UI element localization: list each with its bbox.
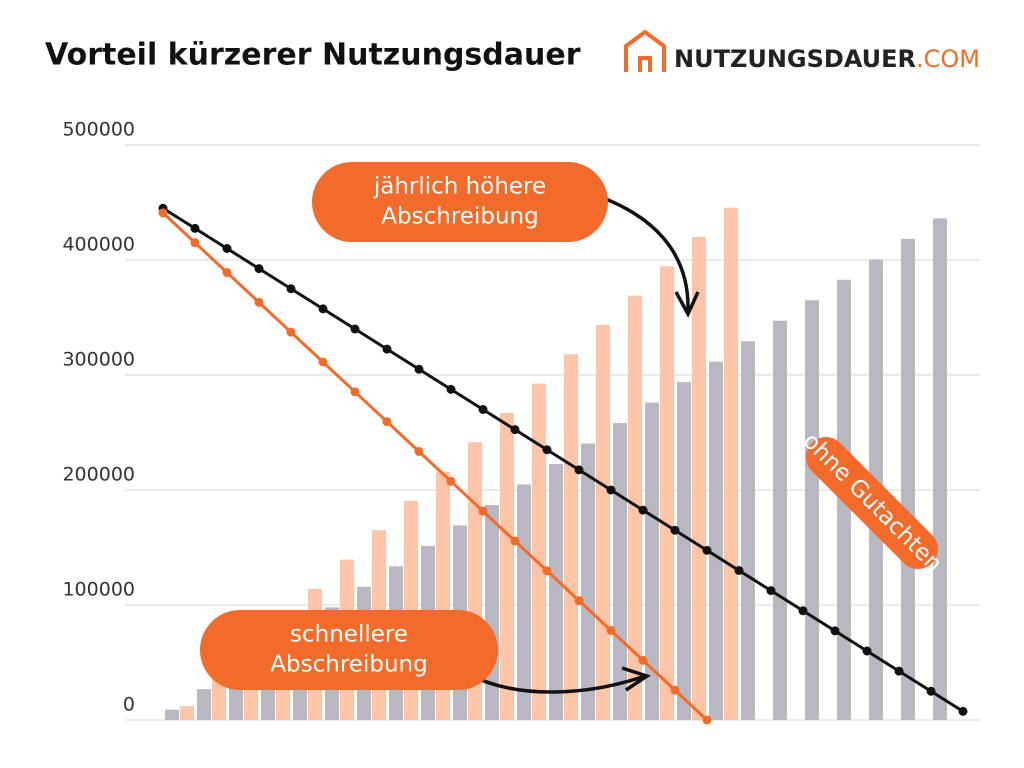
y-tick-label: 200000 — [62, 464, 135, 486]
line-point — [958, 706, 968, 716]
bar — [805, 300, 819, 720]
bar — [532, 383, 546, 720]
line-point — [446, 476, 456, 486]
annotation: schnellere Abschreibung — [200, 610, 498, 690]
line-point — [542, 445, 552, 455]
bar — [901, 238, 915, 720]
bar — [180, 706, 194, 720]
line-point — [318, 304, 328, 314]
annotation-text: schnellere — [290, 622, 408, 648]
line-point — [542, 566, 552, 576]
line — [162, 206, 964, 713]
bar — [660, 266, 674, 720]
line-point — [222, 244, 232, 253]
annotation: jährlich höhere Abschreibung — [312, 162, 608, 242]
y-tick-label: 400000 — [62, 234, 135, 256]
line-point — [574, 465, 584, 475]
line-point — [446, 384, 456, 394]
line-point — [510, 425, 520, 435]
line-point — [158, 208, 168, 218]
annotation-text: jährlich höhere — [373, 174, 546, 200]
bar — [645, 402, 659, 720]
plot: 0 100000 200000 300000 400000 500000 — [62, 119, 980, 725]
bar — [564, 354, 578, 720]
line-point — [286, 284, 296, 294]
line-point — [382, 344, 392, 354]
line-point — [318, 357, 328, 367]
annotation-bubble — [806, 437, 938, 569]
line-point — [286, 327, 296, 337]
bar — [741, 341, 755, 720]
bar — [517, 484, 531, 720]
y-tick-label: 0 — [123, 694, 135, 716]
line-point — [702, 545, 712, 555]
bar — [773, 320, 787, 720]
line — [161, 211, 709, 722]
line-point — [222, 268, 232, 278]
line-point — [382, 417, 392, 427]
annotation-text: Abschreibung — [270, 652, 427, 678]
line-point — [510, 536, 520, 546]
line-point — [702, 715, 712, 725]
line-point — [638, 655, 648, 665]
line-point — [190, 223, 200, 233]
bar — [549, 464, 563, 720]
line-point — [670, 525, 680, 535]
line-point — [478, 405, 488, 414]
bar — [709, 361, 723, 720]
bar — [197, 689, 211, 720]
line-point — [606, 485, 616, 495]
line-point — [350, 387, 360, 397]
y-tick-label: 300000 — [62, 349, 135, 371]
bar — [485, 504, 499, 720]
chart-title: Vorteil kürzerer Nutzungsdauer — [45, 38, 581, 73]
bar — [933, 218, 947, 720]
line-point — [606, 625, 616, 635]
line-point — [830, 626, 840, 636]
line-point — [894, 666, 904, 676]
line-point — [414, 446, 424, 456]
brand-suffix: .COM — [916, 45, 980, 73]
line-point — [734, 566, 744, 575]
line-point — [574, 596, 584, 606]
line-point — [926, 686, 936, 696]
brand-name-main: NUTZUNGSDAUER — [674, 45, 916, 73]
line-point — [254, 297, 264, 307]
line-point — [350, 324, 360, 334]
bar — [692, 237, 706, 720]
annotation-text: Abschreibung — [381, 204, 538, 230]
bar — [500, 412, 514, 720]
bar — [581, 443, 595, 720]
annotation-bubble — [312, 162, 608, 242]
bar — [628, 295, 642, 720]
line-point — [414, 364, 424, 374]
bar — [596, 324, 610, 720]
brand-name: NUTZUNGSDAUER.COM — [674, 45, 980, 73]
y-tick-label: 500000 — [62, 119, 135, 141]
line-point — [638, 505, 648, 515]
bar — [677, 382, 691, 720]
y-tick-label: 100000 — [62, 579, 135, 601]
line-point — [766, 586, 776, 596]
logo-icon — [624, 29, 666, 72]
annotation-bubble — [200, 610, 498, 690]
line-point — [190, 238, 200, 248]
line-point — [478, 506, 488, 516]
bar — [165, 709, 179, 720]
line-point — [798, 606, 808, 616]
bar — [613, 423, 627, 720]
line-point — [254, 264, 264, 274]
line-point — [862, 646, 872, 656]
arrows — [469, 194, 700, 694]
line-point — [670, 685, 680, 695]
bar — [724, 207, 738, 721]
bar — [212, 676, 226, 720]
